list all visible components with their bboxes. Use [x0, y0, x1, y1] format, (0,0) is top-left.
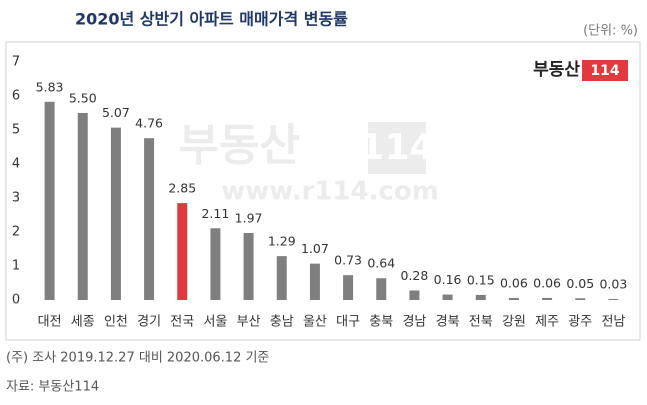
- x-tick-label: 경기: [137, 315, 161, 330]
- value-label: 0.03: [599, 276, 627, 291]
- x-tick-label: 경남: [402, 315, 426, 330]
- bar: [177, 203, 188, 300]
- x-tick-label: 인천: [104, 315, 128, 330]
- bar: [276, 256, 287, 300]
- unit-label: (단위: %): [583, 24, 638, 39]
- x-tick-label: 울산: [303, 315, 327, 330]
- value-label: 0.06: [500, 275, 528, 290]
- value-label: 2.11: [201, 206, 229, 221]
- chart-title: 2020년 상반기 아파트 매매가격 변동률: [75, 10, 348, 29]
- x-tick-label: 전북: [469, 315, 493, 330]
- bar: [508, 297, 519, 300]
- value-label: 2.85: [168, 181, 196, 196]
- y-tick-label: 5: [12, 123, 20, 138]
- x-tick-label: 경북: [436, 315, 460, 330]
- bar: [409, 290, 420, 300]
- x-tick-label: 대구: [336, 315, 360, 330]
- y-tick-label: 0: [12, 293, 20, 308]
- watermark-badge: 114: [359, 127, 434, 168]
- value-label: 1.29: [268, 234, 296, 249]
- value-label: 4.76: [135, 116, 163, 131]
- bar: [575, 298, 586, 300]
- logo: 부동산 114: [533, 60, 628, 81]
- watermark-text: 부동산: [179, 120, 300, 171]
- x-tick-label: 강원: [502, 315, 526, 330]
- bar: [343, 275, 354, 300]
- y-tick-label: 7: [12, 55, 20, 70]
- source: 자료: 부동산114: [6, 380, 99, 395]
- x-tick-label: 서울: [203, 315, 227, 330]
- bar: [475, 294, 486, 300]
- y-tick-label: 2: [12, 225, 20, 240]
- value-label: 5.83: [36, 79, 64, 94]
- value-label: 5.07: [102, 105, 130, 120]
- x-tick-label: 대전: [38, 315, 62, 330]
- y-tick-label: 6: [12, 89, 20, 104]
- watermark: 부동산 114 www.r114.com: [179, 120, 439, 207]
- watermark-url: www.r114.com: [221, 177, 439, 207]
- logo-badge: 114: [590, 63, 619, 79]
- x-tick-label: 전국: [170, 315, 194, 330]
- bar: [542, 297, 553, 300]
- bar: [309, 263, 320, 300]
- bar: [144, 138, 155, 300]
- bar: [210, 228, 221, 300]
- value-label: 0.64: [367, 256, 395, 271]
- chart-frame: [5, 41, 641, 341]
- value-label: 1.07: [301, 241, 329, 256]
- value-label: 0.06: [533, 275, 561, 290]
- x-tick-label: 충남: [270, 315, 294, 330]
- x-tick-label: 광주: [568, 315, 592, 330]
- x-tick-label: 충북: [369, 315, 393, 330]
- bar: [44, 101, 55, 300]
- bar: [442, 294, 453, 300]
- x-tick-label: 전남: [601, 315, 625, 330]
- x-tick-label: 제주: [535, 315, 559, 330]
- watermark-badge-box: [368, 122, 426, 174]
- bar: [376, 278, 387, 300]
- bar: [110, 127, 121, 301]
- logo-text: 부동산: [533, 60, 580, 80]
- value-label: 0.73: [334, 253, 362, 268]
- x-tick-label: 부산: [237, 315, 261, 330]
- value-label: 1.97: [235, 211, 263, 226]
- x-tick-label: 세종: [71, 315, 95, 330]
- logo-badge-box: [582, 60, 628, 81]
- value-label: 0.15: [467, 272, 495, 287]
- bar: [608, 298, 619, 300]
- y-tick-label: 3: [12, 191, 20, 206]
- footnote: (주) 조사 2019.12.27 대비 2020.06.12 기준: [6, 351, 269, 366]
- bar: [77, 113, 88, 300]
- value-label: 5.50: [69, 91, 97, 106]
- y-tick-label: 1: [12, 259, 20, 274]
- value-label: 0.05: [566, 276, 594, 291]
- y-tick-label: 4: [12, 157, 20, 172]
- bar: [243, 233, 254, 300]
- value-label: 0.28: [400, 268, 428, 283]
- value-label: 0.16: [434, 272, 462, 287]
